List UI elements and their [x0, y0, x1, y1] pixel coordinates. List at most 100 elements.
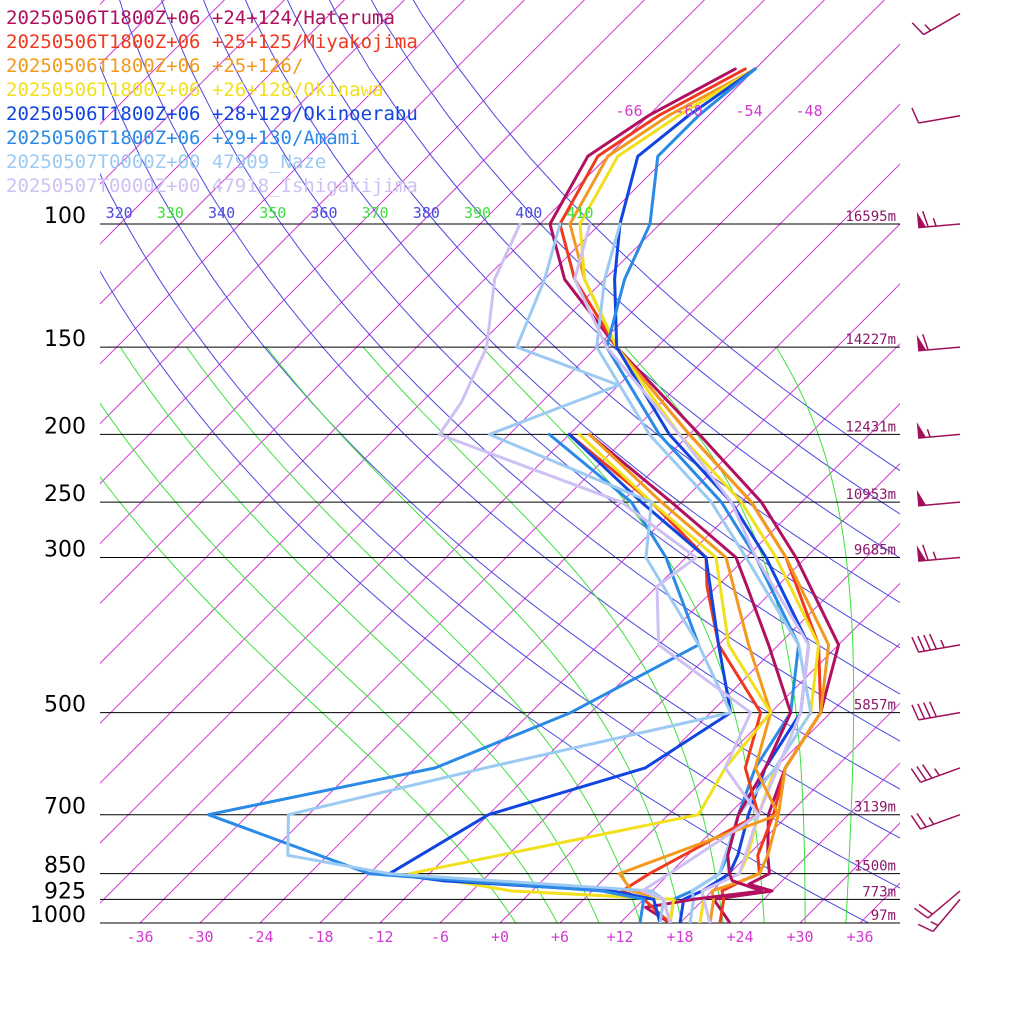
dewpoint-profile-line — [286, 222, 733, 923]
wind-barb-half-flag — [928, 817, 935, 825]
wind-barb-flag — [914, 907, 929, 919]
wind-barb — [916, 422, 961, 439]
pressure-label: 100 — [44, 204, 86, 229]
temperature-tick-label: +0 — [491, 928, 509, 946]
wind-barb-half-flag — [932, 218, 937, 227]
theta-label: 330 — [157, 204, 184, 222]
legend-entry: 20250506T1800Z+06 +29+130/Amami — [6, 127, 361, 149]
temperature-tick-label: -36 — [126, 928, 153, 946]
pressure-label: 925 — [44, 879, 86, 904]
legend-entry: 20250506T1800Z+06 +26+128/Okinawa — [6, 79, 384, 101]
wind-barb-flag — [911, 704, 920, 721]
temperature-tick-label: +12 — [606, 928, 633, 946]
wind-barb-shaft — [927, 890, 961, 919]
temperature-profile-line — [568, 67, 831, 923]
height-label: 97m — [871, 908, 896, 924]
pressure-label: 700 — [44, 795, 86, 820]
temperature-profile-line — [548, 67, 841, 923]
temperature-tick-label: -24 — [246, 928, 273, 946]
dewpoint-profile-line — [567, 432, 763, 923]
temperature-tick-label: +30 — [786, 928, 813, 946]
height-label: 3139m — [854, 800, 896, 816]
pressure-label: 150 — [44, 327, 86, 352]
dry-adiabat-line — [119, 0, 900, 790]
wind-barb-shaft — [920, 767, 961, 783]
wind-barb-flag — [922, 544, 929, 561]
moist-adiabat-line — [186, 346, 642, 923]
height-label: 14227m — [845, 332, 896, 348]
temperature-tick-label: +18 — [666, 928, 693, 946]
isobar-lines — [100, 223, 900, 924]
isotherm-line — [319, 343, 900, 923]
theta-label: 360 — [310, 204, 337, 222]
temperature-tick-label: +36 — [846, 928, 873, 946]
pressure-label: 300 — [44, 538, 86, 563]
dry-adiabat-line — [100, 172, 900, 889]
wind-barb — [914, 890, 961, 919]
wind-barb-pennant — [916, 211, 927, 228]
temperature-profile-line — [573, 222, 811, 923]
height-label: 5857m — [854, 698, 896, 714]
wind-barb-flag — [918, 903, 933, 915]
temperature-tick-label: +6 — [551, 928, 569, 946]
theta-label: 400 — [515, 204, 542, 222]
dry-adiabat-line — [100, 270, 870, 923]
temperature-tick-label: -18 — [306, 928, 333, 946]
theta-label: 350 — [259, 204, 286, 222]
theta-label: 320 — [106, 204, 133, 222]
height-label: 1500m — [854, 859, 896, 875]
wind-barb-shaft — [923, 12, 961, 36]
wind-barb-flag — [917, 703, 926, 720]
theta-label: 340 — [208, 204, 235, 222]
isotherm-line — [439, 462, 900, 923]
wind-barb-flag — [928, 701, 938, 718]
theta-label: 370 — [362, 204, 389, 222]
isotherm-line — [859, 882, 900, 923]
wind-barb — [916, 210, 961, 229]
pressure-label: 850 — [44, 854, 86, 879]
dry-adiabat-line — [244, 0, 900, 649]
isotherm-line — [499, 522, 900, 923]
theta-label: 390 — [464, 204, 491, 222]
wind-barb-shaft — [918, 114, 961, 124]
theta-label: 410 — [566, 204, 593, 222]
upper-isotherm-label: -54 — [736, 102, 763, 120]
wind-barb-half-flag — [924, 24, 932, 32]
wind-barb-flag — [928, 633, 938, 650]
legend-entry: 20250506T1800Z+06 +28+129/Okinoerabu — [6, 103, 418, 125]
dewpoint-profile-line — [387, 432, 733, 923]
legend-entry: 20250506T1800Z+06 +24+124/Hateruma — [6, 7, 395, 29]
dry-adiabat-line — [412, 0, 900, 472]
dewpoint-profile-line — [437, 222, 760, 923]
sounding-profiles — [206, 67, 841, 923]
upper-isotherm-label: -60 — [676, 102, 703, 120]
temperature-tick-label: +24 — [726, 928, 753, 946]
legend-entry: 20250506T1800Z+06 +25+125/Miyakojima — [6, 31, 418, 53]
isotherm-line — [259, 283, 900, 923]
wind-barb — [917, 898, 961, 933]
isotherm-line — [559, 582, 900, 923]
wind-barb-flag — [910, 768, 922, 783]
legend-entry: 20250507T0000Z+00 47909_Naze — [6, 151, 326, 173]
temperature-tick-label: -6 — [431, 928, 449, 946]
isotherm-line — [799, 822, 900, 923]
legend: 20250506T1800Z+06 +24+124/Hateruma202505… — [6, 7, 418, 197]
wind-barb-flag — [922, 334, 929, 351]
wind-barb-pennant — [916, 545, 927, 562]
wind-barb-half-flag — [940, 639, 945, 648]
isotherm-line — [199, 223, 900, 923]
isotherm-line — [920, 0, 1024, 923]
wind-barbs — [910, 12, 961, 933]
moist-adiabat-line — [265, 346, 683, 923]
wind-barb — [910, 812, 961, 830]
wind-barb-flag — [917, 923, 934, 933]
wind-barb-shaft — [932, 898, 961, 932]
upper-isotherm-label: -48 — [796, 102, 823, 120]
wind-barb-flag — [923, 634, 932, 651]
wind-barb-shaft — [920, 814, 961, 830]
wind-barb-half-flag — [932, 551, 937, 560]
wind-barb — [911, 633, 961, 653]
wind-barb-flag — [911, 22, 925, 36]
wind-barb-pennant — [916, 334, 927, 351]
dewpoint-profile-line — [587, 432, 780, 923]
